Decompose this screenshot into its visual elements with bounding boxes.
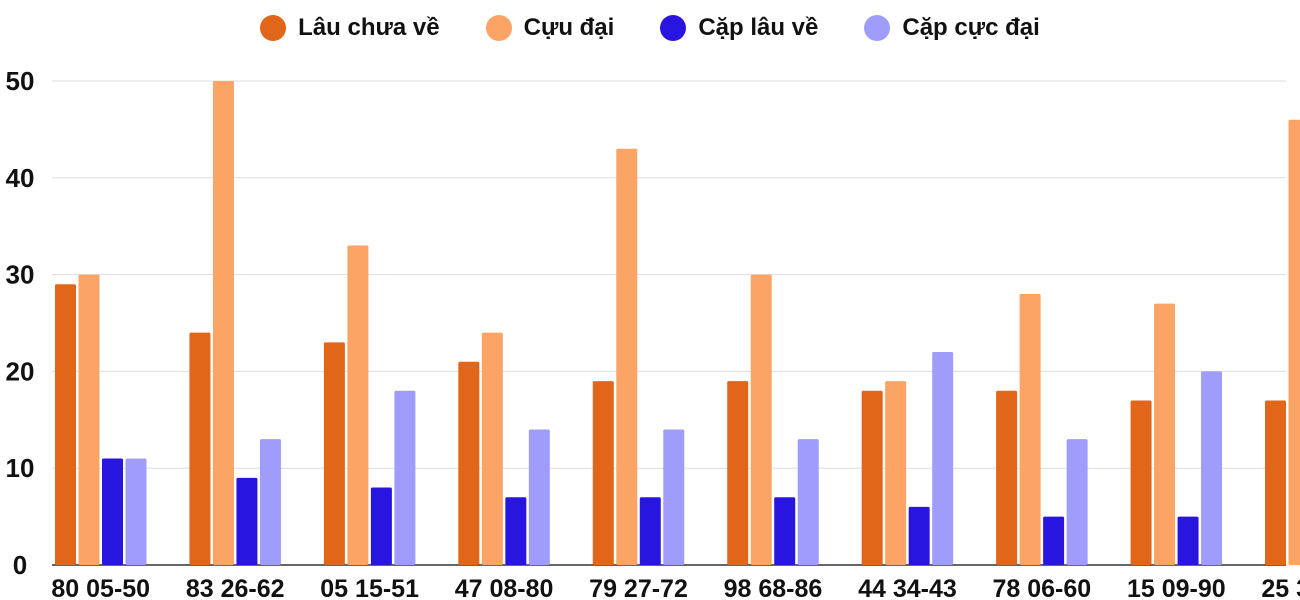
legend: Lâu chưa về Cựu đại Cặp lâu về Cặp cực đ…	[0, 14, 1300, 42]
bar-cựu-đại-5	[750, 274, 772, 565]
y-tick-label: 10	[6, 453, 35, 483]
y-tick-label: 50	[6, 66, 35, 96]
x-category-label: 79 27-72	[589, 575, 688, 600]
legend-label-cuu-dai: Cựu đại	[523, 14, 615, 41]
bar-cựu-đại-3	[481, 332, 503, 565]
bar-cặp-cực-đại-7	[1066, 439, 1088, 565]
legend-item-lau-chua-ve: Lâu chưa về	[260, 14, 440, 42]
bar-cặp-cực-đại-0	[125, 458, 147, 565]
bar-lâu-chưa-về-0	[55, 284, 76, 565]
x-category-label: 44 34-43	[858, 575, 957, 600]
bar-cặp-lâu-về-2	[370, 487, 392, 565]
legend-label-lau-chua-ve: Lâu chưa về	[298, 14, 440, 41]
bar-lâu-chưa-về-3	[458, 361, 480, 565]
legend-swatch-lau-chua-ve	[260, 15, 287, 41]
bar-cựu-đại-9	[1288, 119, 1300, 565]
bar-cựu-đại-6	[885, 381, 907, 565]
bar-lâu-chưa-về-6	[861, 390, 883, 565]
y-tick-label: 30	[6, 260, 35, 290]
bar-cặp-cực-đại-4	[663, 429, 685, 565]
bar-cặp-lâu-về-8	[1177, 516, 1199, 565]
bar-cặp-cực-đại-8	[1201, 371, 1223, 565]
bar-cặp-cực-đại-3	[528, 429, 550, 565]
bar-cặp-cực-đại-2	[394, 390, 416, 565]
x-category-label: 25 35-53	[1261, 575, 1300, 600]
legend-item-cap-cuc-dai: Cặp cực đại	[864, 14, 1040, 42]
y-tick-label: 20	[6, 356, 35, 386]
y-tick-label: 0	[13, 550, 27, 580]
bar-cặp-cực-đại-6	[932, 352, 954, 565]
x-category-label: 05 15-51	[320, 575, 419, 600]
bar-cựu-đại-1	[212, 81, 234, 565]
bar-cặp-cực-đại-1	[259, 439, 281, 565]
bar-lâu-chưa-về-7	[996, 390, 1018, 565]
bar-cặp-cực-đại-5	[797, 439, 819, 565]
legend-label-cap-lau-ve: Cặp lâu về	[698, 14, 819, 41]
bar-cựu-đại-8	[1154, 303, 1176, 565]
bar-cặp-lâu-về-5	[774, 497, 796, 565]
bar-cặp-lâu-về-0	[102, 458, 123, 565]
x-category-label: 78 06-60	[993, 575, 1092, 600]
bar-cặp-lâu-về-7	[1043, 516, 1065, 565]
bar-cặp-lâu-về-4	[639, 497, 661, 565]
legend-swatch-cuu-dai	[485, 15, 512, 41]
legend-label-cap-cuc-dai: Cặp cực đại	[902, 14, 1040, 41]
bar-cặp-lâu-về-1	[236, 477, 258, 565]
x-category-label: 15 09-90	[1127, 575, 1226, 600]
bar-lâu-chưa-về-1	[189, 332, 211, 565]
bar-cựu-đại-7	[1019, 293, 1041, 565]
bar-cựu-đại-4	[616, 148, 638, 565]
x-category-label: 80 05-50	[51, 575, 150, 600]
bar-cặp-lâu-về-3	[505, 497, 527, 565]
legend-item-cuu-dai: Cựu đại	[485, 14, 615, 42]
legend-item-cap-lau-ve: Cặp lâu về	[660, 14, 818, 42]
x-category-label: 98 68-86	[724, 575, 823, 600]
legend-swatch-cap-cuc-dai	[864, 15, 891, 41]
bar-lâu-chưa-về-4	[592, 381, 614, 565]
legend-swatch-cap-lau-ve	[660, 15, 687, 41]
bar-lâu-chưa-về-2	[323, 342, 345, 565]
x-category-label: 83 26-62	[186, 575, 285, 600]
x-category-label: 47 08-80	[455, 575, 554, 600]
bar-cựu-đại-0	[78, 274, 100, 565]
bar-lâu-chưa-về-5	[727, 381, 749, 565]
bar-lâu-chưa-về-9	[1265, 400, 1286, 565]
bar-lâu-chưa-về-8	[1130, 400, 1152, 565]
bar-cặp-lâu-về-6	[908, 506, 930, 565]
bar-cựu-đại-2	[347, 245, 369, 565]
y-tick-label: 40	[6, 163, 35, 193]
